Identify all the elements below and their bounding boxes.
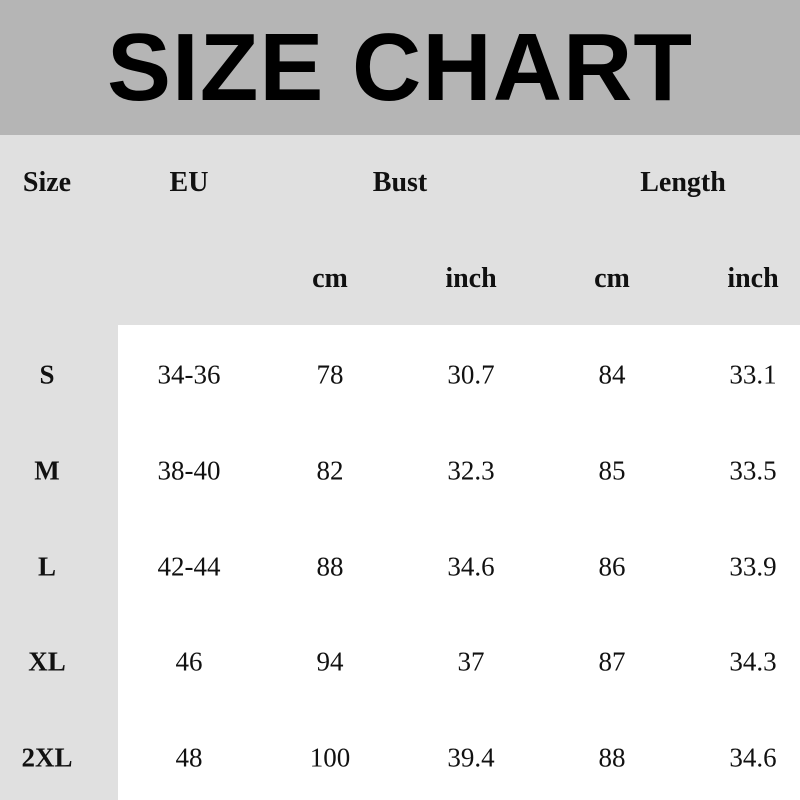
header-bust: Bust	[372, 167, 428, 198]
cell-length-cm: 85	[598, 455, 626, 486]
cell-bust-cm: 78	[316, 359, 344, 390]
cell-bust-inch: 32.3	[447, 455, 495, 486]
title-banner: SIZE CHART	[0, 0, 800, 135]
cell-bust-inch: 34.6	[447, 551, 495, 581]
cell-eu: 34-36	[157, 359, 221, 390]
cell-eu: 38-40	[157, 455, 221, 486]
header-length: Length	[640, 167, 726, 198]
cell-length-inch: 34.3	[729, 646, 777, 677]
cell-size: 2XL	[21, 742, 73, 773]
cell-length-cm: 87	[598, 646, 626, 677]
cell-length-inch: 33.9	[729, 551, 777, 581]
cell-bust-inch: 39.4	[447, 742, 495, 773]
cell-size: XL	[28, 646, 66, 677]
cell-length-inch: 34.6	[729, 742, 777, 773]
size-column-background	[0, 325, 118, 800]
cell-bust-inch: 37	[457, 646, 485, 677]
header-length-inch: inch	[727, 263, 779, 294]
cell-length-inch: 33.5	[729, 455, 777, 486]
cell-bust-inch: 30.7	[447, 359, 495, 390]
header-eu: EU	[169, 167, 209, 198]
cell-eu: 48	[175, 742, 203, 773]
page-title: SIZE CHART	[107, 13, 693, 121]
header-bust-inch: inch	[445, 263, 497, 294]
header-size: Size	[22, 167, 72, 198]
cell-bust-cm: 94	[316, 646, 344, 677]
cell-size: S	[39, 359, 55, 390]
cell-size: L	[37, 551, 57, 581]
cell-bust-cm: 82	[316, 455, 344, 486]
cell-length-cm: 86	[598, 551, 626, 581]
cell-eu: 46	[175, 646, 203, 677]
header-bust-cm: cm	[312, 263, 348, 294]
cell-size: M	[34, 455, 60, 486]
cell-bust-cm: 100	[309, 742, 351, 773]
cell-eu: 42-44	[157, 551, 221, 581]
cell-length-cm: 88	[598, 742, 626, 773]
header-length-cm: cm	[594, 263, 630, 294]
table-header-background	[0, 135, 800, 325]
cell-length-cm: 84	[598, 359, 626, 390]
cell-length-inch: 33.1	[729, 359, 777, 390]
cell-bust-cm: 88	[316, 551, 344, 581]
